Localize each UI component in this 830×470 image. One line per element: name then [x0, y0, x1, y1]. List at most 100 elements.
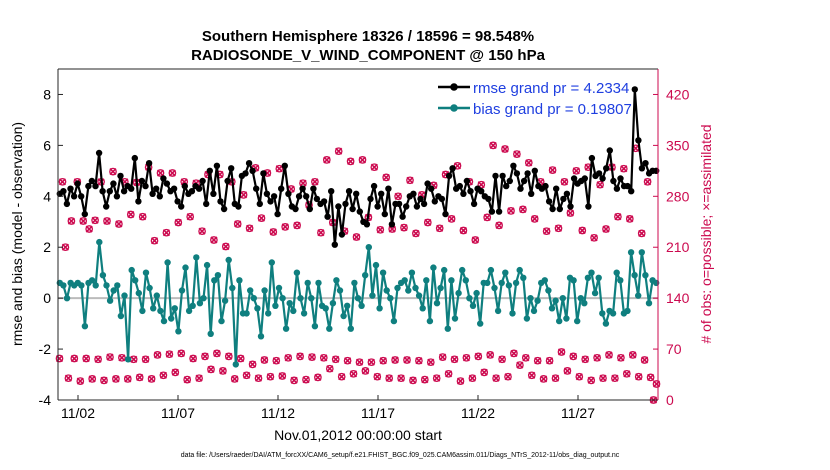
rmse-point	[99, 188, 106, 195]
rmse-point	[585, 203, 592, 210]
rmse-point	[174, 198, 181, 205]
rmse-point	[445, 172, 453, 180]
bias-point	[548, 305, 556, 312]
obs-possible-marker	[135, 373, 144, 382]
obs-assimilated-marker	[55, 354, 64, 363]
bias-point	[178, 287, 186, 294]
obs-possible-marker	[510, 349, 518, 358]
obs-assimilated-marker	[296, 352, 304, 360]
rmse-point	[381, 210, 388, 218]
rmse-point	[270, 193, 278, 200]
bias-point	[563, 315, 570, 322]
obs-assimilated-marker	[525, 159, 533, 167]
obs-assimilated-marker	[142, 355, 150, 363]
obs-possible-marker	[302, 375, 310, 384]
bias-point	[591, 289, 599, 297]
obs-possible-marker	[213, 349, 221, 358]
bias-point	[311, 323, 319, 330]
rmse-point	[331, 241, 338, 248]
obs-assimilated-marker	[91, 216, 99, 224]
obs-possible-marker	[349, 369, 358, 378]
bias-point	[642, 272, 649, 279]
obs-possible-marker	[296, 352, 304, 361]
obs-assimilated-marker	[412, 229, 420, 237]
obs-possible-marker	[109, 167, 117, 176]
obs-possible-marker	[126, 210, 135, 219]
obs-assimilated-marker	[290, 376, 298, 384]
rmse-point	[631, 86, 638, 93]
rmse-point	[303, 193, 310, 200]
rmse-point	[367, 195, 374, 203]
bias-point	[645, 300, 653, 307]
rmse-point	[245, 160, 253, 167]
obs-possible-marker	[590, 233, 598, 242]
rmse-point	[513, 170, 521, 177]
legend-rmse-label: rmse grand pr = 4.2334	[473, 80, 629, 97]
bias-point	[110, 287, 117, 294]
obs-assimilated-marker	[361, 367, 369, 375]
bias-point	[293, 269, 301, 276]
bias-point	[477, 320, 484, 327]
rmse-point	[263, 190, 271, 197]
rmse-point	[378, 190, 385, 197]
rmse-point	[528, 190, 535, 197]
obs-possible-marker	[245, 224, 254, 233]
bias-point	[157, 307, 164, 315]
obs-assimilated-marker	[246, 224, 254, 232]
rmse-point	[560, 195, 567, 203]
obs-assimilated-marker	[409, 376, 417, 384]
obs-possible-marker	[545, 356, 554, 365]
obs-possible-marker	[397, 374, 405, 383]
bias-point	[247, 287, 254, 294]
obs-assimilated-marker	[367, 358, 375, 366]
obs-possible-marker	[471, 236, 480, 244]
bias-point	[128, 266, 135, 274]
bias-point	[451, 315, 459, 322]
bias-point	[139, 307, 146, 315]
obs-possible-marker	[284, 353, 293, 362]
bias-point	[448, 277, 455, 284]
obs-assimilated-marker	[201, 352, 209, 360]
rmse-point	[142, 182, 149, 190]
obs-assimilated-marker	[103, 217, 111, 225]
obs-possible-marker	[477, 180, 486, 189]
bias-point	[498, 279, 505, 287]
bias-point	[430, 264, 437, 271]
obs-possible-marker	[423, 218, 432, 227]
rmse-point	[228, 165, 235, 172]
x-axis-label: Nov.01,2012 00:00:00 start	[274, 427, 442, 443]
obs-assimilated-marker	[495, 221, 503, 229]
obs-assimilated-marker	[317, 229, 325, 237]
obs-assimilated-marker	[400, 224, 408, 232]
obs-assimilated-marker	[165, 350, 173, 358]
bias-point	[602, 320, 610, 327]
obs-possible-marker	[233, 220, 242, 228]
obs-assimilated-marker	[186, 213, 194, 221]
obs-possible-marker	[516, 361, 524, 369]
bias-point	[505, 282, 513, 289]
obs-assimilated-marker	[551, 374, 560, 382]
obs-possible-marker	[432, 374, 441, 383]
rmse-point	[492, 172, 499, 180]
bias-point	[308, 295, 315, 302]
bias-point	[232, 361, 239, 368]
rmse-point	[553, 185, 560, 192]
bias-point	[469, 302, 477, 309]
bias-point	[265, 310, 272, 317]
obs-assimilated-marker	[421, 376, 429, 384]
obs-possible-marker	[100, 376, 108, 385]
obs-possible-marker	[207, 365, 215, 374]
rmse-point	[220, 205, 228, 213]
bias-point	[175, 328, 182, 335]
rmse-point	[531, 167, 538, 174]
obs-possible-marker	[542, 227, 551, 236]
bias-point	[627, 249, 635, 256]
bias-point	[354, 295, 362, 302]
rmse-point	[110, 180, 117, 187]
obs-assimilated-marker	[355, 358, 364, 366]
obs-assimilated-marker	[569, 352, 577, 360]
obs-possible-marker	[619, 164, 628, 173]
rmse-point	[95, 149, 103, 157]
rmse-point	[242, 170, 249, 177]
rmse-point	[431, 198, 438, 205]
